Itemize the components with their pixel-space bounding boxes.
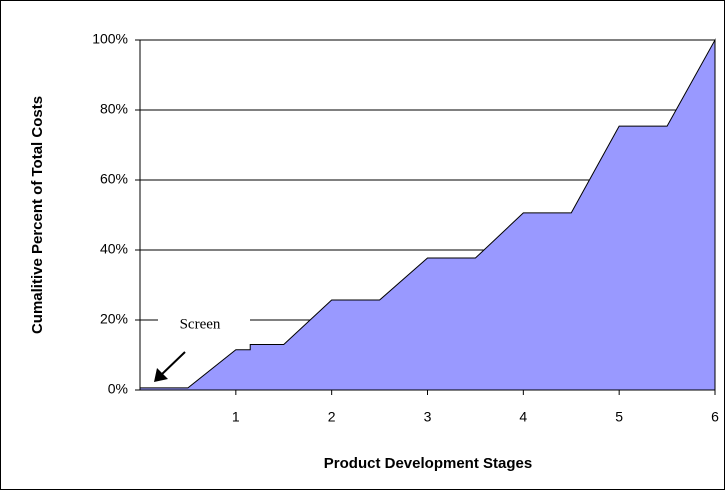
x-axis-title: Product Development Stages — [324, 455, 532, 472]
x-tick-label: 4 — [519, 409, 527, 425]
x-tick-label: 6 — [711, 409, 719, 425]
y-tick-label: 0% — [108, 381, 128, 397]
arrow-head — [154, 368, 168, 382]
y-tick-label: 60% — [100, 171, 128, 187]
y-tick-label: 100% — [92, 31, 128, 47]
y-tick-label: 20% — [100, 311, 128, 327]
annotation-bg — [158, 312, 250, 338]
y-tick-label: 80% — [100, 101, 128, 117]
x-tick-label: 2 — [328, 409, 336, 425]
area — [139, 38, 716, 391]
x-tick-label: 1 — [232, 409, 240, 425]
x-tick-label: 5 — [615, 409, 623, 425]
annotation-arrow — [159, 351, 186, 377]
plot-frame — [139, 39, 716, 391]
annotation: Screen — [180, 316, 221, 332]
y-tick-label: 40% — [100, 241, 128, 257]
y-axis-title: Cumalitive Percent of Total Costs — [29, 96, 46, 334]
x-tick-label: 3 — [424, 409, 432, 425]
